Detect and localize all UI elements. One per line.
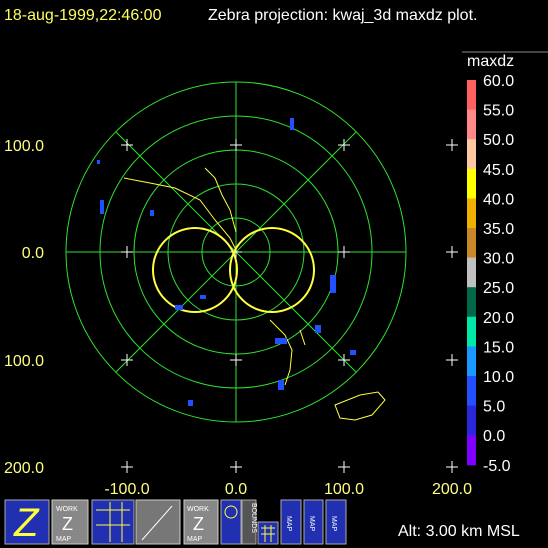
toolbar: Z WORK Z MAP WORK Z MAP BOUNDS [4,499,347,545]
colorbar-swatch [467,228,476,259]
button-icon: Z [193,514,204,534]
y-axis-label: 100.0 [4,138,44,155]
work-map-button[interactable]: WORK Z MAP [183,499,219,545]
x-axis-label: -100.0 [104,481,149,498]
colorbar-swatch [467,346,476,377]
colorbar-title: maxdz [467,53,514,70]
colorbar-label: 50.0 [483,132,514,149]
x-axis-label: 100.0 [324,481,364,498]
button-label: MAP [187,536,203,543]
radar-echoes [97,118,356,406]
zebra-button[interactable]: Z [4,499,50,545]
colorbar-label: 45.0 [483,162,514,179]
colorbar-label: 5.0 [483,399,505,416]
button-label: WORK [56,506,78,513]
kwaj-button[interactable] [91,499,135,545]
colorbar-swatch [467,287,476,318]
plot-title: Zebra projection: kwaj_3d maxdz plot. [208,7,477,24]
colorbar-label: 10.0 [483,369,514,386]
colorbar-swatch [467,168,476,199]
button-label: MAP [285,516,292,532]
colorbar-label: 30.0 [483,251,514,268]
crosshair [230,139,242,151]
crosshairs [121,139,458,473]
y-axis-label: 0.0 [22,245,44,262]
altitude-status: Alt: 3.00 km MSL [398,523,520,540]
bounds-button[interactable]: BOUNDS [241,499,257,545]
colorbar: 60.0 55.0 50.0 45.0 40.0 35.0 30.0 25.0 20.0 15.0… [467,73,514,475]
crosshair [338,139,350,151]
crosshair [121,354,133,366]
colorbar-label: 0.0 [483,428,505,445]
axis-labels: 100.0 0.0 100.0 200.0 -100.0 0.0 100.0 200.0 [4,138,472,498]
button-icon: Z [62,514,73,534]
x-axis-label: 0.0 [225,481,247,498]
colorbar-swatch [467,435,476,466]
colorbar-swatch [467,139,476,170]
crosshair [338,461,350,473]
timestamp: 18-aug-1999,22:46:00 [4,7,162,24]
crosshair [446,246,458,258]
colorbar-label: 20.0 [483,310,514,327]
button-label: MAP [330,516,337,532]
colorbar-swatch [467,376,476,407]
coastline [123,167,386,421]
rings-button[interactable] [220,499,242,545]
map-button[interactable]: MAP [280,499,302,545]
colorbar-swatch [467,257,476,288]
crosshair [446,461,458,473]
crosshair [121,139,133,151]
button-label: BOUNDS [250,503,257,533]
crosshair [121,246,133,258]
colorbar-swatch [467,405,476,436]
y-axis-label: 100.0 [4,353,44,370]
grid-button[interactable] [257,521,279,545]
colorbar-label: 25.0 [483,280,514,297]
x-axis-label: 200.0 [432,481,472,498]
crosshair [121,461,133,473]
colorbar-label: 15.0 [483,339,514,356]
crosshair [338,246,350,258]
work-map-button[interactable]: WORK Z MAP [51,499,89,545]
map-button[interactable]: MAP [325,499,347,545]
y-axis-label: 200.0 [4,460,44,477]
colorbar-label: 35.0 [483,221,514,238]
colorbar-swatch [467,80,476,111]
colorbar-label: 40.0 [483,191,514,208]
colorbar-label: 60.0 [483,73,514,90]
crosshair [446,354,458,366]
colorbar-label: 55.0 [483,103,514,120]
crosshair [230,354,242,366]
radar-button[interactable] [135,499,181,545]
button-label: WORK [187,506,209,513]
crosshair [446,139,458,151]
map-button[interactable]: MAP [303,499,324,545]
zebra-logo: Z [13,501,40,545]
colorbar-swatch [467,109,476,140]
button-label: MAP [308,516,315,532]
colorbar-swatch [467,198,476,229]
crosshair [338,354,350,366]
button-label: MAP [56,536,72,543]
colorbar-swatch [467,316,476,347]
crosshair [230,461,242,473]
colorbar-label: -5.0 [483,458,511,475]
